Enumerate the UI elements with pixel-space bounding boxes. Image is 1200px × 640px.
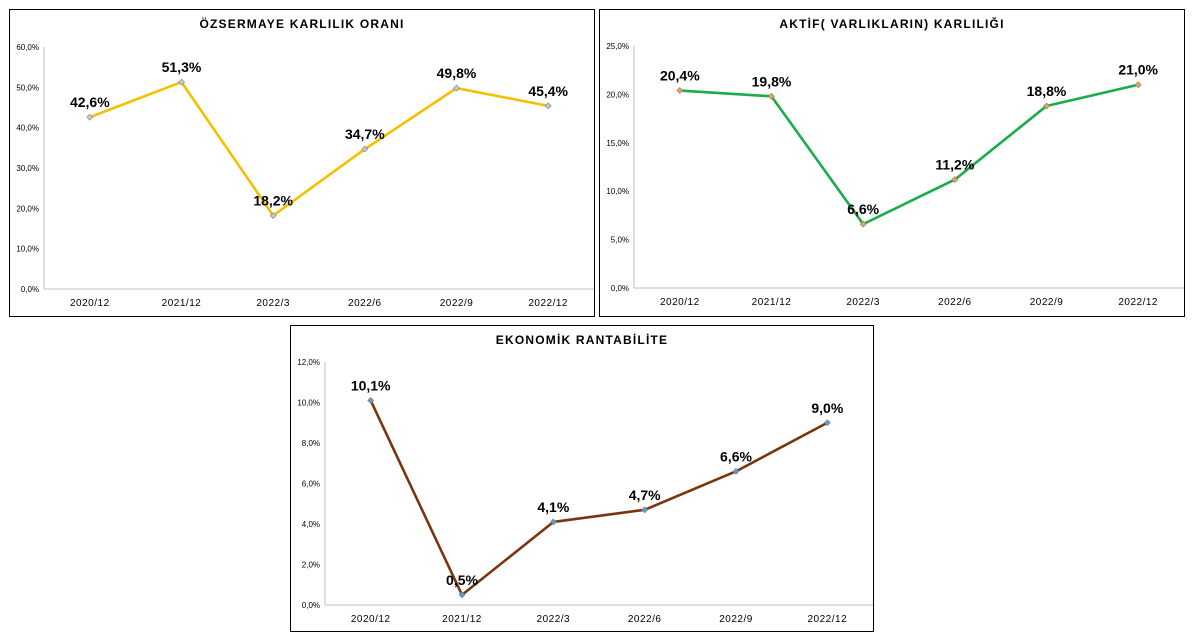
y-tick-label: 20,0% xyxy=(16,204,39,213)
data-point xyxy=(453,84,460,92)
y-tick-label: 8,0% xyxy=(302,439,320,448)
x-tick-label: 2022/9 xyxy=(719,614,753,625)
y-tick-label: 30,0% xyxy=(16,164,39,173)
y-tick-label: 50,0% xyxy=(16,83,39,92)
data-label: 20,4% xyxy=(660,68,700,84)
series-line xyxy=(679,83,1139,226)
y-tick-label: 0,0% xyxy=(611,284,629,293)
y-tick-label: 6,0% xyxy=(302,480,320,489)
data-label: 45,4% xyxy=(528,83,568,99)
series-line xyxy=(89,80,549,217)
y-tick-label: 60,0% xyxy=(16,43,39,52)
chart-panel-ekonomik: EKONOMİK RANTABİLİTE 0,0% 2,0% 4,0% 6,0% 8,0… xyxy=(290,325,874,632)
data-label: 21,0% xyxy=(1118,62,1158,78)
x-tick-label: 2022/6 xyxy=(628,614,662,625)
y-tick-label: 2,0% xyxy=(302,561,320,570)
x-tick-label: 2022/6 xyxy=(348,298,382,309)
data-point xyxy=(178,78,185,86)
y-tick-label: 40,0% xyxy=(16,124,39,133)
x-tick-label: 2022/12 xyxy=(808,614,848,625)
y-tick-label: 10,0% xyxy=(606,187,629,196)
data-label: 51,3% xyxy=(162,59,202,75)
data-point xyxy=(859,220,867,228)
x-tick-label: 2022/12 xyxy=(528,298,568,309)
data-point xyxy=(676,87,684,94)
data-label: 42,6% xyxy=(70,94,110,110)
x-tick-label: 2022/9 xyxy=(440,298,474,309)
x-tick-label: 2022/6 xyxy=(938,297,972,308)
series-line xyxy=(369,399,828,597)
x-tick-label: 2022/3 xyxy=(537,614,571,625)
x-tick-label: 2020/12 xyxy=(660,297,700,308)
data-label: 0,5% xyxy=(446,572,478,588)
x-tick-label: 2022/12 xyxy=(1118,297,1158,308)
data-point xyxy=(732,467,740,475)
data-label: 34,7% xyxy=(345,126,385,142)
y-tick-label: 0,0% xyxy=(302,601,320,610)
data-label: 4,7% xyxy=(629,487,661,503)
y-tick-label: 25,0% xyxy=(606,42,629,51)
data-point xyxy=(549,518,557,526)
chart-svg: 0,0% 2,0% 4,0% 6,0% 8,0% 10,0% 12,0% 2020/12 202… xyxy=(297,358,873,625)
data-point xyxy=(544,102,552,110)
data-label: 18,8% xyxy=(1027,83,1067,99)
data-point xyxy=(823,419,831,427)
x-tick-label: 2021/12 xyxy=(442,614,482,625)
y-tick-label: 10,0% xyxy=(297,399,320,408)
chart-svg: 0,0% 10,0% 20,0% 30,0% 40,0% 50,0% 60,0% 2020/1… xyxy=(16,43,594,309)
data-label: 49,8% xyxy=(437,65,477,81)
x-tick-label: 2022/9 xyxy=(1030,297,1064,308)
data-point xyxy=(269,212,277,220)
data-point xyxy=(458,591,466,599)
y-tick-label: 20,0% xyxy=(606,90,629,99)
x-tick-label: 2022/3 xyxy=(846,297,880,308)
y-tick-label: 0,0% xyxy=(21,285,39,294)
data-point xyxy=(1134,81,1142,89)
data-label: 6,6% xyxy=(720,448,752,464)
chart-panel-ozsermaye: ÖZSERMAYE KARLILIK ORANI 0,0% 10,0% 20,0% 3… xyxy=(9,9,595,317)
data-point xyxy=(1043,102,1050,110)
y-tick-label: 5,0% xyxy=(611,236,629,245)
y-tick-label: 15,0% xyxy=(606,139,629,148)
data-label: 9,0% xyxy=(811,400,843,416)
y-tick-label: 10,0% xyxy=(16,245,39,254)
y-tick-label: 4,0% xyxy=(302,520,320,529)
data-label: 19,8% xyxy=(752,73,792,89)
chart-title: EKONOMİK RANTABİLİTE xyxy=(495,333,669,347)
chart-title: AKTİF( VARLIKLARIN) KARLILIĞI xyxy=(779,17,1005,31)
x-tick-label: 2022/3 xyxy=(256,298,290,309)
data-point xyxy=(361,145,369,153)
data-label: 18,2% xyxy=(253,193,293,209)
data-point xyxy=(86,113,94,121)
data-label: 6,6% xyxy=(847,201,879,217)
x-tick-label: 2020/12 xyxy=(351,614,391,625)
data-point xyxy=(768,92,775,100)
chart-svg: 0,0% 5,0% 10,0% 15,0% 20,0% 25,0% 2020/12 2021/… xyxy=(606,42,1184,308)
y-tick-label: 12,0% xyxy=(297,358,320,367)
x-tick-label: 2021/12 xyxy=(162,298,202,309)
data-point xyxy=(641,506,649,514)
x-tick-label: 2020/12 xyxy=(70,298,110,309)
data-label: 11,2% xyxy=(935,157,974,173)
chart-panel-aktif: AKTİF( VARLIKLARIN) KARLILIĞI 0,0% 5,0% 10… xyxy=(599,9,1185,317)
data-point xyxy=(951,176,959,184)
data-label: 10,1% xyxy=(351,377,391,393)
data-label: 4,1% xyxy=(537,499,569,515)
x-tick-label: 2021/12 xyxy=(752,297,792,308)
chart-title: ÖZSERMAYE KARLILIK ORANI xyxy=(199,17,405,31)
data-point xyxy=(367,397,375,404)
